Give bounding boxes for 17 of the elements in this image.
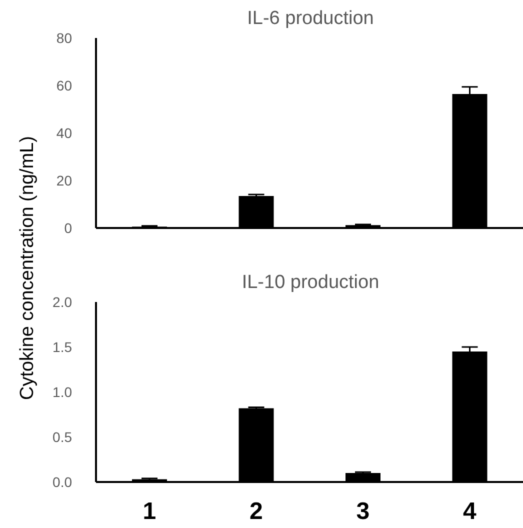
chart-title: IL-6 production <box>247 8 374 29</box>
x-tick-label: 3 <box>356 498 370 526</box>
chart-title: IL-10 production <box>242 272 380 293</box>
y-tick-label: 2.0 <box>52 294 72 310</box>
y-tick-label: 0.5 <box>52 428 72 445</box>
y-tick-label: 80 <box>56 30 72 46</box>
y-tick-label: 40 <box>56 124 72 141</box>
y-tick-label: 1.5 <box>52 338 72 355</box>
y-tick-label: 0 <box>64 220 72 236</box>
x-tick-label: 4 <box>462 498 477 526</box>
y-axis-title: Cytokine concentration (ng/mL) <box>17 136 39 400</box>
x-tick-label: 2 <box>249 498 263 526</box>
x-tick-label: 1 <box>142 498 156 526</box>
y-tick-label: 0.0 <box>52 474 72 490</box>
y-tick-label: 20 <box>56 172 72 188</box>
y-tick-label: 60 <box>56 77 72 94</box>
y-tick-label: 1.0 <box>52 384 72 400</box>
